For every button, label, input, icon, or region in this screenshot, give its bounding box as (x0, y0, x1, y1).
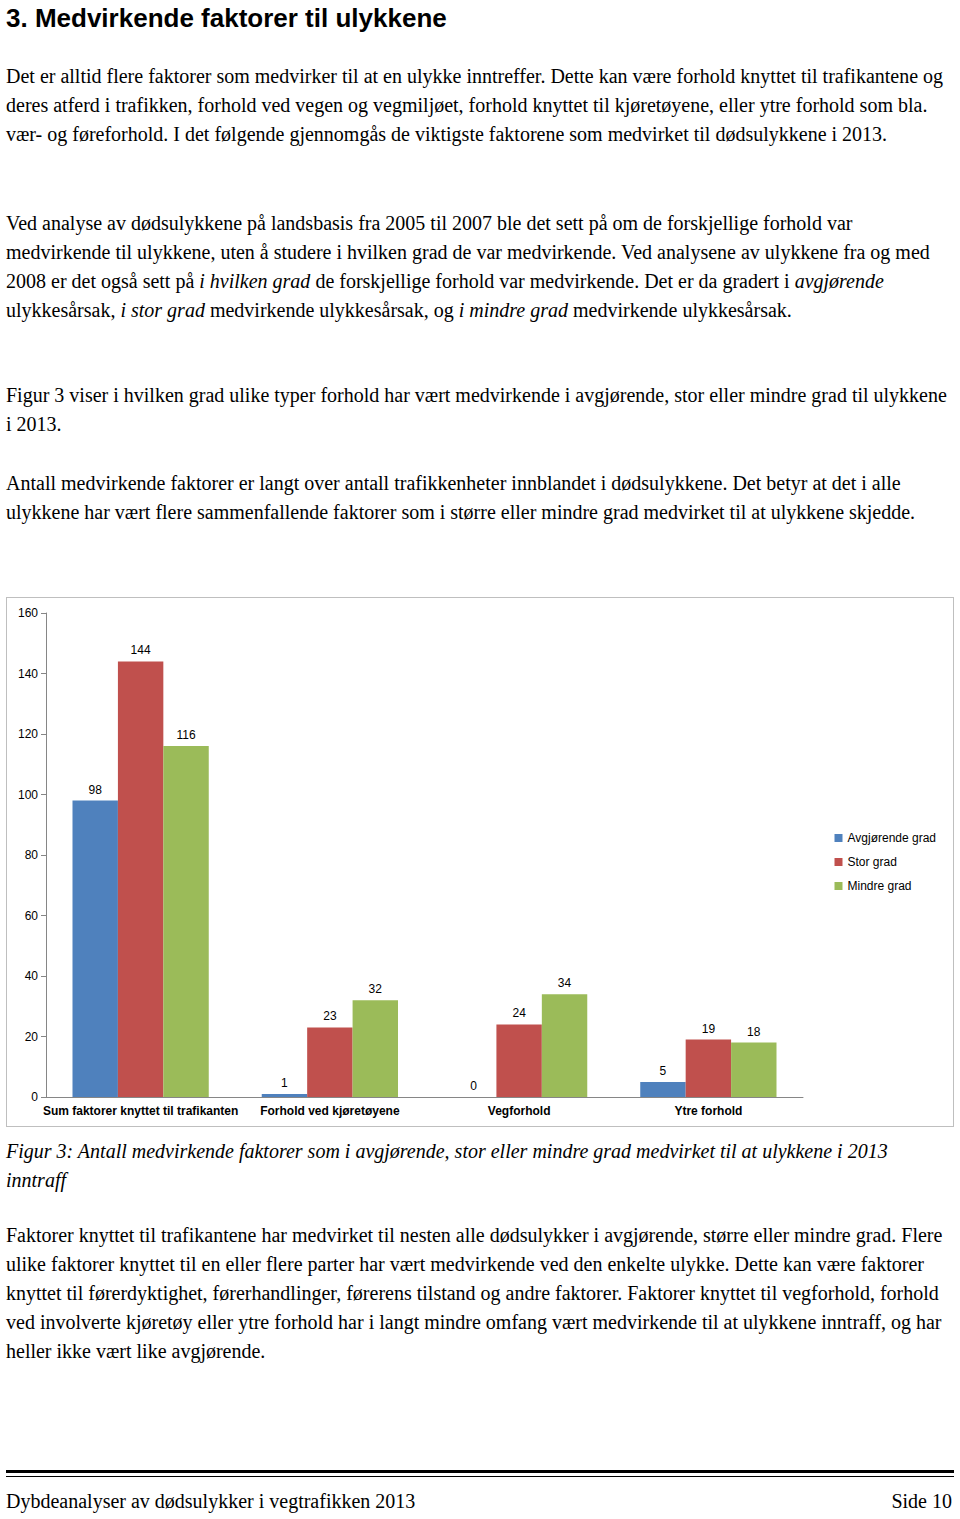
html-text:3. Medvirkende faktorer til ul: 3. Medvirkende faktorer til ulykkene (6, 3, 447, 33)
svg-text:120: 120 (18, 727, 38, 741)
svg-text:116: 116 (176, 728, 195, 742)
svg-text:140: 140 (18, 667, 38, 681)
svg-text:0: 0 (470, 1079, 477, 1093)
html-text:Ved analyse av dødsulykkene på: Ved analyse av dødsulykkene på landsbasi… (6, 212, 930, 292)
svg-text:20: 20 (25, 1030, 39, 1044)
html-text:Side 10: Side 10 (891, 1490, 952, 1512)
svg-text:160: 160 (18, 606, 38, 620)
svg-text:0: 0 (31, 1090, 38, 1104)
svg-text:Ytre forhold: Ytre forhold (674, 1104, 742, 1118)
svg-text:5: 5 (660, 1064, 667, 1078)
svg-text:100: 100 (18, 788, 38, 802)
html-text:ulykkesårsak, i stor grad medv: ulykkesårsak, i stor grad medvirkende ul… (6, 299, 792, 321)
svg-text:Sum faktorer knyttet til trafi: Sum faktorer knyttet til trafikanten (43, 1104, 238, 1118)
html-text:Faktorer knyttet til trafikant: Faktorer knyttet til trafikantene har me… (6, 1224, 943, 1362)
svg-text:Stor grad: Stor grad (848, 855, 897, 869)
html-text:Det er alltid flere faktorer s: Det er alltid flere faktorer som medvirk… (6, 65, 944, 145)
svg-text:98: 98 (89, 783, 103, 797)
svg-text:1: 1 (281, 1076, 288, 1090)
svg-text:18: 18 (747, 1025, 761, 1039)
svg-text:24: 24 (512, 1006, 526, 1020)
svg-text:Mindre grad: Mindre grad (848, 879, 912, 893)
html-text:Antall medvirkende faktorer er: Antall medvirkende faktorer er langt ove… (6, 472, 916, 523)
svg-text:Forhold ved kjøretøyene: Forhold ved kjøretøyene (260, 1104, 400, 1118)
html-text:Figur 3 viser i hvilken grad u: Figur 3 viser i hvilken grad ulike typer… (6, 384, 947, 435)
html-text:Dybdeanalyser av dødsulykker i: Dybdeanalyser av dødsulykker i vegtrafik… (6, 1490, 416, 1512)
html-text:Figur 3: Antall medvirkende fa: Figur 3: Antall medvirkende faktorer som… (6, 1140, 888, 1191)
svg-text:144: 144 (131, 643, 151, 657)
svg-text:40: 40 (25, 969, 39, 983)
svg-text:34: 34 (558, 976, 572, 990)
svg-text:60: 60 (25, 909, 39, 923)
svg-text:Avgjørende grad: Avgjørende grad (848, 831, 937, 845)
svg-text:23: 23 (323, 1009, 337, 1023)
svg-text:80: 80 (25, 848, 39, 862)
svg-text:19: 19 (702, 1022, 716, 1036)
svg-text:Vegforhold: Vegforhold (488, 1104, 551, 1118)
svg-text:32: 32 (369, 982, 383, 996)
